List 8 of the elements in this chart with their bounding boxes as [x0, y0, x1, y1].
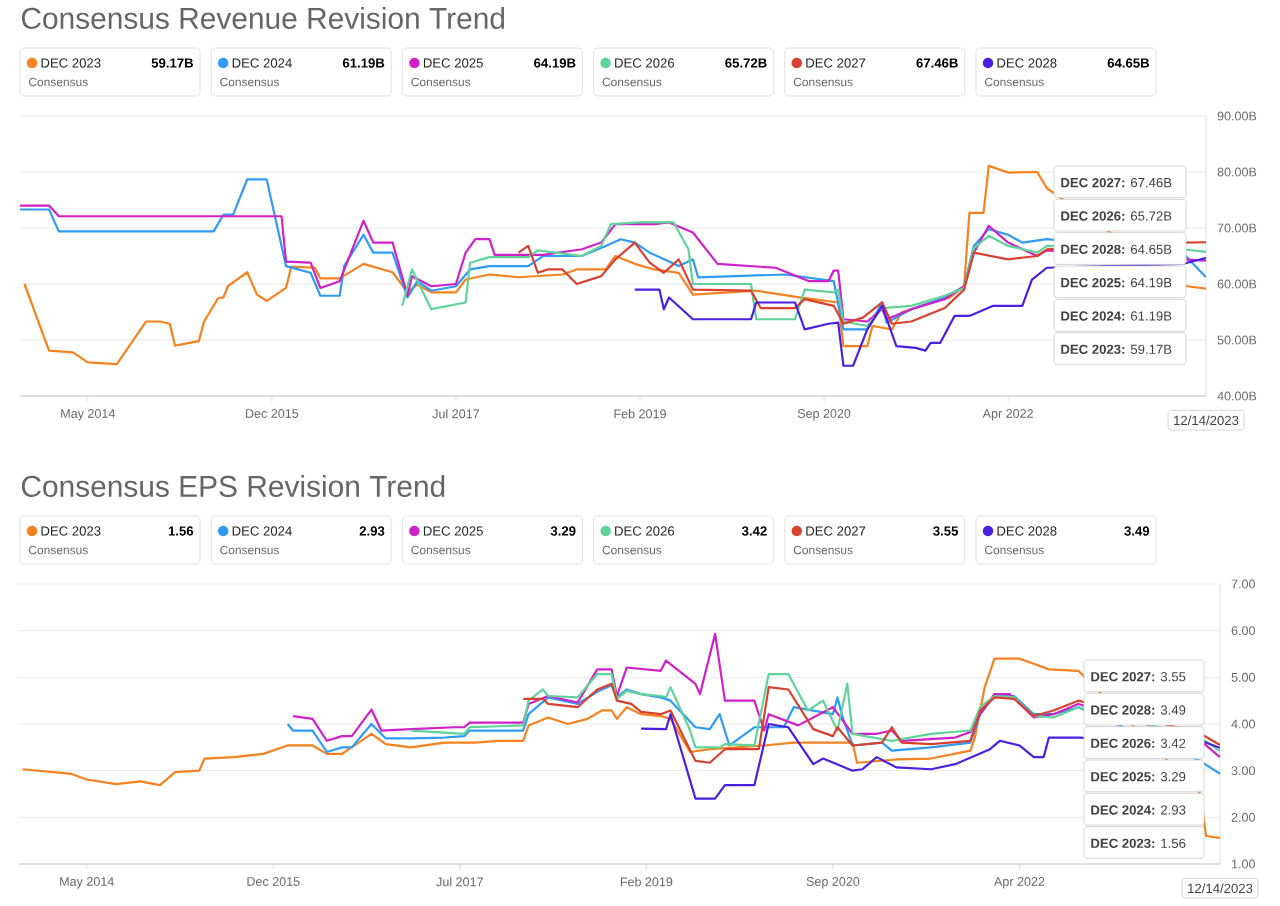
chart-title: Consensus EPS Revision Trend [21, 475, 445, 497]
line-series [23, 164, 1207, 366]
line-series [409, 672, 1221, 753]
line-series [291, 632, 1221, 759]
line-series [401, 221, 1207, 328]
line-series [20, 204, 1207, 323]
line-series [20, 178, 1207, 331]
chart-title: Consensus Revenue Revision Trend [21, 7, 505, 29]
